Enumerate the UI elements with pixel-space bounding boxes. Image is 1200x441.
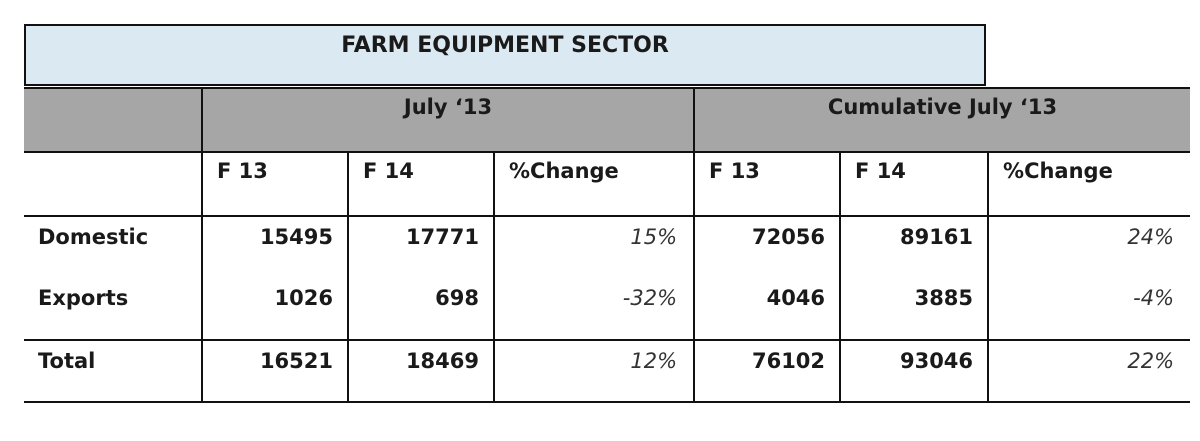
column-header: %Change [492,152,695,217]
table-cell: 24% [987,216,1191,278]
row-label: Exports [24,278,202,341]
table-cell: 76102 [693,340,841,403]
table-cell: 15495 [201,216,348,278]
table-cell: 17771 [347,216,494,278]
table-row: Exports 1026 698 -32% 4046 3885 -4% [24,278,1191,341]
farm-equipment-table: July ‘13 Cumulative July ‘13 F 13 F 14 %… [24,87,1191,403]
table-cell: -32% [492,278,695,341]
table-cell: 89161 [839,216,989,278]
table-cell: 4046 [693,278,841,341]
table-cell: -4% [987,278,1191,341]
table-cell: 12% [492,340,695,403]
table-cell: 72056 [693,216,841,278]
column-header: F 13 [201,152,348,217]
row-label: Total [24,340,202,403]
table-cell: 18469 [347,340,494,403]
table-title: FARM EQUIPMENT SECTOR [24,24,986,86]
table-cell: 22% [987,340,1191,403]
group-header-cumulative: Cumulative July ‘13 [693,87,1191,153]
table-cell: 15% [492,216,695,278]
table-cell: 698 [347,278,494,341]
column-header: %Change [987,152,1191,217]
column-header: F 13 [693,152,841,217]
table-cell: 1026 [201,278,348,341]
column-header-row: F 13 F 14 %Change F 13 F 14 %Change [24,152,1191,217]
group-header-july: July ‘13 [200,87,695,153]
table-cell: 3885 [839,278,989,341]
subheader-corner [24,152,202,217]
table-cell: 16521 [201,340,348,403]
table-row-total: Total 16521 18469 12% 76102 93046 22% [24,340,1191,403]
header-corner [24,87,202,153]
column-header: F 14 [839,152,989,217]
group-header-row: July ‘13 Cumulative July ‘13 [24,87,1191,153]
table-row: Domestic 15495 17771 15% 72056 89161 24% [24,216,1191,278]
table-cell: 93046 [839,340,989,403]
row-label: Domestic [38,225,149,249]
column-header: F 14 [347,152,494,217]
